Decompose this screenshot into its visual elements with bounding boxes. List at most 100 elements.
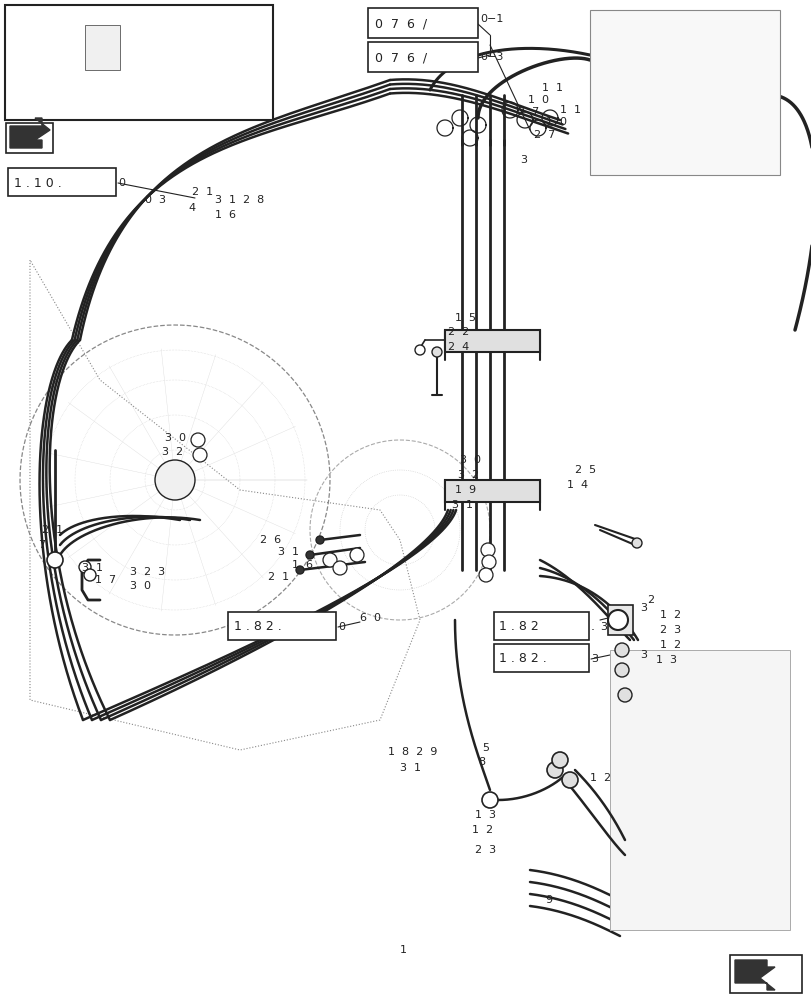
Circle shape	[614, 643, 629, 657]
Text: 1  2: 1 2	[590, 773, 611, 783]
Circle shape	[47, 552, 63, 568]
Text: 2  3: 2 3	[474, 845, 496, 855]
Circle shape	[617, 688, 631, 702]
Circle shape	[482, 792, 497, 808]
Polygon shape	[10, 118, 50, 148]
Text: 3  0: 3 0	[165, 433, 186, 443]
Text: 2  4: 2 4	[448, 342, 469, 352]
Circle shape	[431, 347, 441, 357]
Bar	[8, 168, 116, 196]
Text: 1  9: 1 9	[454, 485, 475, 495]
Circle shape	[306, 551, 314, 559]
Text: 3  1: 3 1	[277, 547, 298, 557]
Bar	[729, 955, 801, 993]
Circle shape	[551, 752, 568, 768]
Text: 1 . 8 2: 1 . 8 2	[499, 620, 538, 634]
Circle shape	[323, 553, 337, 567]
Text: 3: 3	[639, 603, 646, 613]
Circle shape	[478, 568, 492, 582]
Text: 1 . 8 2 .: 1 . 8 2 .	[234, 620, 281, 634]
Text: 3: 3	[639, 650, 646, 660]
Text: 0: 0	[118, 178, 125, 188]
Text: 2  3: 2 3	[659, 625, 680, 635]
Bar	[367, 8, 478, 38]
Circle shape	[614, 663, 629, 677]
Text: 0  7  6  /: 0 7 6 /	[375, 18, 427, 31]
Circle shape	[191, 433, 204, 447]
Text: 3  0: 3 0	[130, 581, 151, 591]
Bar	[609, 650, 789, 930]
Text: 8: 8	[478, 757, 484, 767]
Text: 4: 4	[188, 203, 195, 213]
Bar	[444, 330, 539, 352]
Text: 1  8  2  9: 1 8 2 9	[388, 747, 437, 757]
Text: 3: 3	[519, 155, 526, 165]
Text: 3  0: 3 0	[460, 455, 480, 465]
Circle shape	[414, 345, 424, 355]
Text: 1  0: 1 0	[527, 95, 548, 105]
Bar	[85, 25, 120, 70]
Bar	[607, 605, 633, 635]
Text: 2  6: 2 6	[260, 535, 281, 545]
Text: 3  1  2  8: 3 1 2 8	[215, 195, 264, 205]
Text: 6  0: 6 0	[359, 613, 380, 623]
Text: 1  3: 1 3	[655, 655, 676, 665]
Text: 3  2: 3 2	[457, 470, 478, 480]
Text: 1  5: 1 5	[454, 313, 475, 323]
Circle shape	[296, 566, 303, 574]
Text: 5: 5	[482, 743, 488, 753]
Circle shape	[482, 555, 496, 569]
Circle shape	[315, 536, 324, 544]
Circle shape	[79, 561, 91, 573]
Text: 3  1: 3 1	[82, 563, 103, 573]
Circle shape	[631, 538, 642, 548]
Text: 1  2: 1 2	[659, 640, 680, 650]
Text: 0  7  6  /: 0 7 6 /	[375, 52, 427, 65]
Bar	[367, 42, 478, 72]
Polygon shape	[734, 960, 774, 990]
Text: 2: 2	[646, 595, 654, 605]
Text: 1: 1	[400, 945, 406, 955]
Text: 1  1: 1 1	[560, 105, 581, 115]
Text: 3  1: 3 1	[452, 500, 473, 510]
Circle shape	[480, 543, 495, 557]
Text: 2  2: 2 2	[448, 327, 469, 337]
Bar	[444, 480, 539, 502]
Circle shape	[155, 460, 195, 500]
Text: 1  4: 1 4	[566, 480, 587, 490]
Circle shape	[561, 772, 577, 788]
Text: 2  7: 2 7	[534, 130, 555, 140]
Text: 0  3: 0 3	[145, 195, 165, 205]
Text: 1  6: 1 6	[215, 210, 236, 220]
Bar	[590, 10, 779, 175]
Text: 1  1: 1 1	[541, 83, 562, 93]
Circle shape	[547, 762, 562, 778]
Text: 3: 3	[599, 622, 607, 632]
Text: 2  7: 2 7	[517, 107, 539, 117]
Text: 2  1: 2 1	[191, 187, 212, 197]
Bar	[493, 644, 588, 672]
Circle shape	[333, 561, 346, 575]
Text: .: .	[590, 620, 594, 634]
Circle shape	[193, 448, 207, 462]
Text: 3: 3	[590, 654, 597, 664]
Bar	[493, 612, 588, 640]
Circle shape	[350, 548, 363, 562]
Text: 2  5: 2 5	[574, 465, 595, 475]
Text: 3  1: 3 1	[400, 763, 420, 773]
Text: 0−1: 0−1	[479, 14, 503, 24]
Text: 1 . 1 0 .: 1 . 1 0 .	[14, 177, 62, 190]
Text: 1  3: 1 3	[474, 810, 496, 820]
Circle shape	[607, 610, 627, 630]
Text: 1  7: 1 7	[95, 575, 116, 585]
Text: 1  2: 1 2	[659, 610, 680, 620]
Text: 1 . 8 2 .: 1 . 8 2 .	[499, 652, 546, 666]
Text: 1  6: 1 6	[292, 560, 312, 570]
Bar	[228, 612, 336, 640]
Text: 9: 9	[544, 895, 551, 905]
Text: 1  0: 1 0	[545, 117, 566, 127]
Text: 0−3: 0−3	[479, 52, 503, 62]
Bar	[6, 123, 53, 153]
Text: 0: 0	[337, 622, 345, 632]
Circle shape	[84, 569, 96, 581]
